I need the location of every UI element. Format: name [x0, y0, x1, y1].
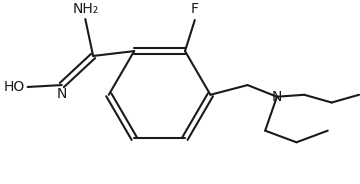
Text: NH₂: NH₂: [72, 2, 98, 16]
Text: N: N: [57, 87, 67, 101]
Text: N: N: [272, 90, 282, 104]
Text: HO: HO: [4, 80, 25, 94]
Text: F: F: [191, 2, 199, 16]
